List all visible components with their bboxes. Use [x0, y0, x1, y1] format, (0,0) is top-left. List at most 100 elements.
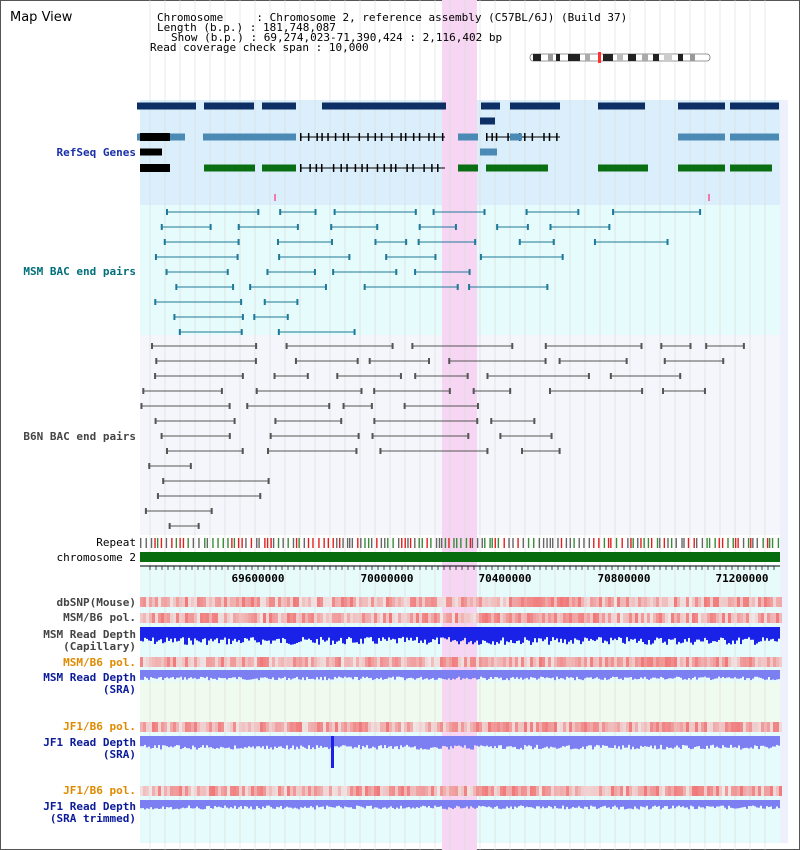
track-label-jf1-depth-trimmed[interactable]: JF1 Read Depth — [43, 800, 136, 813]
depth-bar — [206, 736, 208, 746]
repeat-mark — [768, 538, 771, 548]
heat-cell — [194, 722, 197, 732]
depth-bar — [530, 736, 532, 747]
depth-bar — [348, 627, 350, 638]
repeat-mark — [615, 538, 618, 548]
depth-bar — [372, 670, 374, 681]
depth-bar — [774, 627, 776, 642]
heat-cell — [392, 786, 395, 796]
heat-cell — [632, 613, 635, 623]
heat-cell — [566, 722, 569, 732]
depth-bar — [288, 736, 290, 750]
depth-bar — [364, 736, 366, 748]
depth-bar — [228, 736, 230, 748]
depth-bar — [192, 627, 194, 645]
heat-cell — [545, 786, 548, 796]
depth-bar — [668, 670, 670, 679]
heat-cell — [170, 657, 173, 667]
heat-cell — [317, 657, 320, 667]
heat-cell — [275, 613, 278, 623]
msm-bac-pair-end — [417, 239, 420, 245]
depth-bar — [448, 627, 450, 638]
heat-cell — [761, 786, 764, 796]
depth-bar — [672, 736, 674, 749]
depth-bar — [216, 800, 218, 808]
heat-cell — [371, 613, 374, 623]
heat-cell — [623, 597, 626, 607]
heat-cell — [395, 722, 398, 732]
repeat-mark — [708, 538, 711, 548]
depth-bar — [254, 800, 256, 810]
heat-cell — [392, 722, 395, 732]
depth-bar — [308, 736, 310, 746]
heat-cell — [659, 657, 662, 667]
track-label-jf1-b6-pol[interactable]: JF1/B6 pol. — [63, 720, 136, 733]
depth-bar — [446, 736, 448, 747]
depth-bar — [344, 736, 346, 746]
depth-bar — [520, 627, 522, 645]
track-label-msm-depth-sra[interactable]: MSM Read Depth — [43, 671, 136, 684]
depth-bar — [210, 627, 212, 639]
repeat-mark — [583, 538, 585, 548]
heat-cell — [752, 657, 755, 667]
heat-cell — [566, 597, 569, 607]
heat-cell — [533, 786, 536, 796]
depth-bar — [502, 670, 504, 681]
depth-bar — [206, 627, 208, 645]
heat-cell — [197, 597, 200, 607]
heat-cell — [242, 786, 245, 796]
heat-cell — [515, 597, 518, 607]
track-label-jf1-b6-pol-2[interactable]: JF1/B6 pol. — [63, 784, 136, 797]
track-label-msm-bac[interactable]: MSM BAC end pairs — [23, 265, 136, 278]
track-label-repeat[interactable]: Repeat — [96, 536, 136, 549]
depth-bar — [484, 670, 486, 679]
repeat-mark — [282, 538, 284, 548]
track-label-refseq[interactable]: RefSeq Genes — [56, 146, 136, 159]
depth-bar — [442, 627, 444, 638]
depth-bar — [466, 800, 468, 807]
b6n-bac-pair-end — [448, 388, 451, 394]
msm-bac-pair-end — [376, 224, 379, 230]
b6n-bac-pair-end — [550, 433, 553, 439]
heat-cell — [317, 597, 320, 607]
info-chromosome: Chromosome : Chromosome 2, reference ass… — [157, 11, 628, 24]
gene-bar — [510, 102, 560, 110]
track-label-dbsnp[interactable]: dbSNP(Mouse) — [56, 596, 136, 609]
depth-bar — [328, 627, 330, 638]
b6n-bac-pair-end — [342, 403, 345, 409]
heat-cell — [413, 722, 416, 732]
heat-cell — [173, 786, 176, 796]
heat-cell — [635, 597, 638, 607]
b6n-bac-pair-end — [294, 358, 297, 364]
heat-cell — [200, 597, 203, 607]
depth-bar — [736, 627, 738, 641]
track-label-msm-b6-pol-2[interactable]: MSM/B6 pol. — [63, 656, 136, 669]
heat-cell — [221, 597, 224, 607]
heat-cell — [170, 613, 173, 623]
heat-cell — [359, 786, 362, 796]
heat-cell — [650, 657, 653, 667]
depth-bar — [550, 800, 552, 807]
depth-bar — [230, 627, 232, 645]
depth-bar — [532, 670, 534, 678]
b6n-bac-pair-end — [428, 358, 431, 364]
depth-bar — [184, 800, 186, 809]
depth-bar — [598, 736, 600, 746]
repeat-mark — [307, 538, 310, 548]
depth-bar — [474, 627, 476, 643]
depth-bar — [570, 736, 572, 750]
heat-cell — [599, 722, 602, 732]
gene-bar — [678, 133, 725, 141]
depth-bar — [380, 670, 382, 678]
heat-cell — [470, 786, 473, 796]
track-label-msm-depth-capillary[interactable]: MSM Read Depth — [43, 628, 136, 641]
depth-bar — [704, 800, 706, 809]
gene-exon — [433, 133, 435, 141]
track-label-msm-b6-pol[interactable]: MSM/B6 pol. — [63, 611, 136, 624]
heat-cell — [245, 786, 248, 796]
depth-bar — [470, 627, 472, 641]
track-label-b6n-bac[interactable]: B6N BAC end pairs — [23, 430, 136, 443]
track-label-jf1-depth-sra[interactable]: JF1 Read Depth — [43, 736, 136, 749]
heat-cell — [164, 722, 167, 732]
heat-cell — [155, 786, 158, 796]
